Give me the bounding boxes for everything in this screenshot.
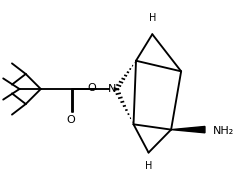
Polygon shape — [171, 126, 205, 133]
Text: N: N — [108, 84, 116, 94]
Text: O: O — [67, 115, 75, 125]
Text: O: O — [88, 83, 97, 93]
Text: NH₂: NH₂ — [212, 126, 234, 136]
Text: H: H — [145, 161, 152, 171]
Text: H: H — [149, 13, 156, 23]
